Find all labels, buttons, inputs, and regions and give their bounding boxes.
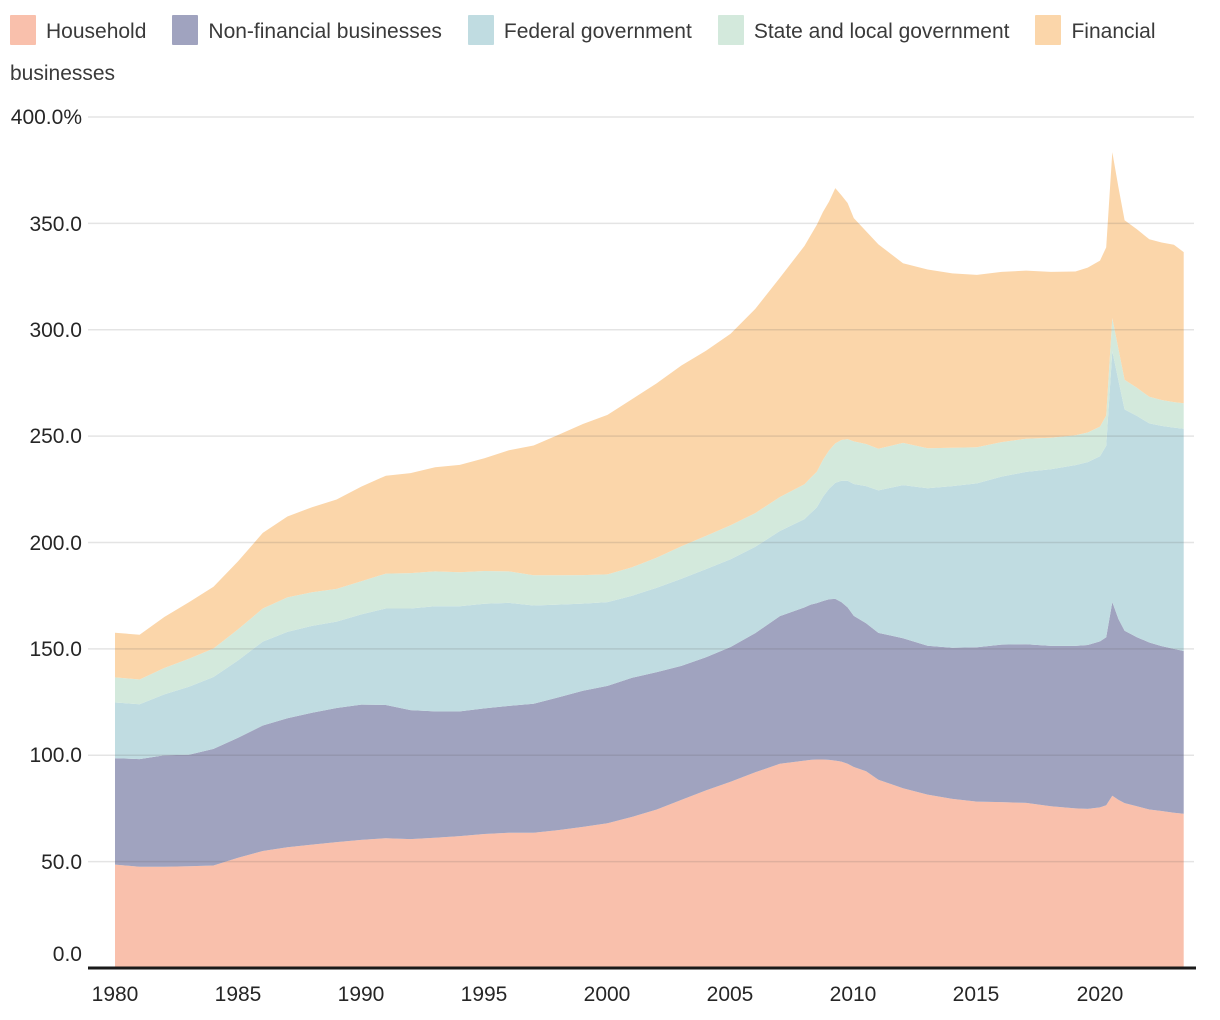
financial-businesses-swatch-icon [1035,15,1062,46]
x-tick-label: 1995 [461,983,508,1006]
household-swatch-icon [10,15,36,46]
y-tick-label: 300.0 [29,319,82,342]
legend-label: Financial businesses [10,20,1156,85]
x-tick-label: 2000 [584,983,631,1006]
y-tick-label: 250.0 [29,425,82,448]
area-series-group [115,152,1184,968]
x-tick-label: 1980 [92,983,139,1006]
legend-item-nonfinancial-businesses: Non-financial businesses [172,15,442,46]
y-tick-label: 50.0 [41,851,82,874]
legend-label: State and local government [753,20,1010,43]
legend-item-household: Household [10,15,147,46]
area-federal-government [115,351,1184,760]
x-axis-labels: 1980 1985 1990 1995 2000 2005 2010 2015 … [92,983,1124,1006]
x-tick-label: 2005 [707,983,754,1006]
x-tick-label: 2015 [953,983,1000,1006]
y-axis-labels: 400.0% 350.0 300.0 250.0 200.0 150.0 100… [11,106,82,966]
x-tick-label: 2010 [830,983,877,1006]
legend-label: Federal government [503,20,692,43]
legend-item-federal-government: Federal government [467,15,692,46]
state-local-government-swatch-icon [717,15,744,46]
y-tick-label: 0.0 [53,943,82,966]
x-tick-label: 1985 [215,983,262,1006]
chart-legend: Household Non-financial businesses Federal… [0,0,1220,95]
y-tick-label: 400.0% [11,106,82,129]
legend-item-financial-businesses: Financial businesses [10,15,1156,85]
federal-government-swatch-icon [467,15,494,46]
area-household [115,759,1184,968]
area-nonfinancial-businesses [115,598,1184,867]
legend-label: Household [46,20,147,43]
nonfinancial-businesses-swatch-icon [172,15,199,46]
area-financial-businesses [115,152,1184,680]
y-tick-label: 100.0 [29,744,82,767]
legend-item-state-local-government: State and local government [717,15,1010,46]
y-tick-label: 150.0 [29,638,82,661]
x-tick-label: 2020 [1077,983,1124,1006]
area-state-local-government [115,318,1184,705]
y-tick-label: 200.0 [29,532,82,555]
x-tick-label: 1990 [338,983,385,1006]
gridlines-group [88,116,1194,863]
y-tick-label: 350.0 [29,213,82,236]
legend-label: Non-financial businesses [208,20,442,43]
